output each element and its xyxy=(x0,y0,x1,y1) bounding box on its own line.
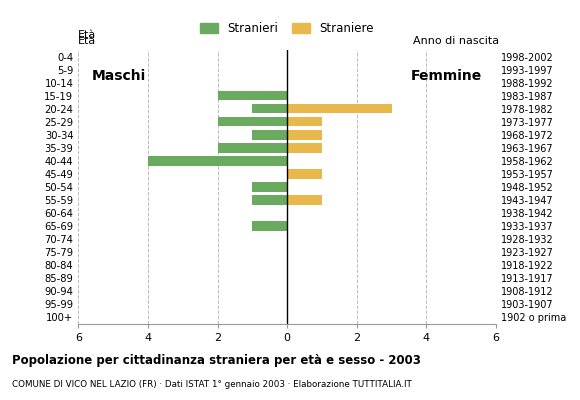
Bar xyxy=(252,222,287,231)
Text: Femmine: Femmine xyxy=(411,69,482,83)
Text: Anno di nascita: Anno di nascita xyxy=(413,36,499,46)
Bar xyxy=(218,143,287,152)
Bar xyxy=(287,104,392,114)
Bar xyxy=(252,195,287,205)
Bar xyxy=(252,104,287,114)
Bar xyxy=(287,130,322,140)
Text: Età: Età xyxy=(78,36,96,46)
Bar xyxy=(287,143,322,152)
Text: Maschi: Maschi xyxy=(92,69,147,83)
Bar xyxy=(218,91,287,100)
Bar xyxy=(287,169,322,179)
Bar xyxy=(287,195,322,205)
Bar xyxy=(252,130,287,140)
Bar xyxy=(287,117,322,126)
Text: COMUNE DI VICO NEL LAZIO (FR) · Dati ISTAT 1° gennaio 2003 · Elaborazione TUTTIT: COMUNE DI VICO NEL LAZIO (FR) · Dati IST… xyxy=(12,380,411,389)
Bar xyxy=(252,182,287,192)
Bar xyxy=(218,117,287,126)
Bar xyxy=(148,156,287,166)
Text: Età: Età xyxy=(78,30,96,40)
Legend: Stranieri, Straniere: Stranieri, Straniere xyxy=(195,18,379,40)
Text: Popolazione per cittadinanza straniera per età e sesso - 2003: Popolazione per cittadinanza straniera p… xyxy=(12,354,420,367)
